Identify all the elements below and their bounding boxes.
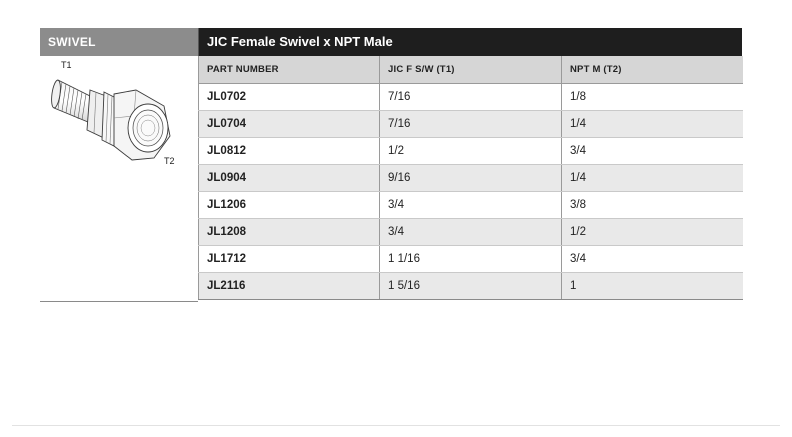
column-header-part-number: PART NUMBER bbox=[198, 56, 380, 84]
t1-label: T1 bbox=[61, 60, 72, 70]
part-number-cell: JL0704 bbox=[198, 110, 380, 138]
npt-size-cell: 1/4 bbox=[561, 110, 743, 138]
fitting-spec-panel: SWIVEL T1 T2 bbox=[40, 28, 743, 302]
part-number-cell: JL2116 bbox=[198, 272, 380, 300]
jic-size-cell: 1/2 bbox=[379, 137, 562, 165]
spec-table-section: JIC Female Swivel x NPT Male PART NUMBER… bbox=[198, 28, 743, 302]
footer-divider bbox=[12, 425, 780, 426]
jic-size-cell: 7/16 bbox=[379, 83, 562, 111]
part-number-cell: JL1208 bbox=[198, 218, 380, 246]
jic-size-cell: 3/4 bbox=[379, 191, 562, 219]
npt-size-cell: 1/8 bbox=[561, 83, 743, 111]
category-header: SWIVEL bbox=[40, 28, 198, 56]
jic-size-cell: 1 5/16 bbox=[379, 272, 562, 300]
swivel-fitting-icon bbox=[51, 79, 171, 161]
spec-table: PART NUMBER JIC F S/W (T1) NPT M (T2) JL… bbox=[198, 56, 743, 300]
npt-size-cell: 1 bbox=[561, 272, 743, 300]
part-number-cell: JL1206 bbox=[198, 191, 380, 219]
table-row: JL0904 9/16 1/4 bbox=[198, 164, 743, 192]
part-number-cell: JL0812 bbox=[198, 137, 380, 165]
jic-size-cell: 3/4 bbox=[379, 218, 562, 246]
part-number-cell: JL0702 bbox=[198, 83, 380, 111]
jic-size-cell: 9/16 bbox=[379, 164, 562, 192]
jic-size-cell: 1 1/16 bbox=[379, 245, 562, 273]
part-number-cell: JL0904 bbox=[198, 164, 380, 192]
npt-size-cell: 3/4 bbox=[561, 137, 743, 165]
table-row: JL1208 3/4 1/2 bbox=[198, 218, 743, 246]
column-header-jic-f-sw: JIC F S/W (T1) bbox=[379, 56, 562, 84]
table-row: JL1206 3/4 3/8 bbox=[198, 191, 743, 219]
table-row: JL0812 1/2 3/4 bbox=[198, 137, 743, 165]
npt-size-cell: 1/4 bbox=[561, 164, 743, 192]
npt-size-cell: 3/4 bbox=[561, 245, 743, 273]
jic-size-cell: 7/16 bbox=[379, 110, 562, 138]
npt-size-cell: 3/8 bbox=[561, 191, 743, 219]
table-row: JL0704 7/16 1/4 bbox=[198, 110, 743, 138]
fitting-illustration: T1 T2 bbox=[40, 56, 198, 301]
table-row: JL1712 1 1/16 3/4 bbox=[198, 245, 743, 273]
npt-size-cell: 1/2 bbox=[561, 218, 743, 246]
t2-label: T2 bbox=[164, 156, 175, 166]
table-row: JL2116 1 5/16 1 bbox=[198, 272, 743, 300]
column-header-npt-m: NPT M (T2) bbox=[561, 56, 743, 84]
table-title: JIC Female Swivel x NPT Male bbox=[198, 28, 742, 56]
table-header-row: PART NUMBER JIC F S/W (T1) NPT M (T2) bbox=[198, 56, 743, 84]
part-number-cell: JL1712 bbox=[198, 245, 380, 273]
category-column: SWIVEL T1 T2 bbox=[40, 28, 198, 302]
table-row: JL0702 7/16 1/8 bbox=[198, 83, 743, 111]
